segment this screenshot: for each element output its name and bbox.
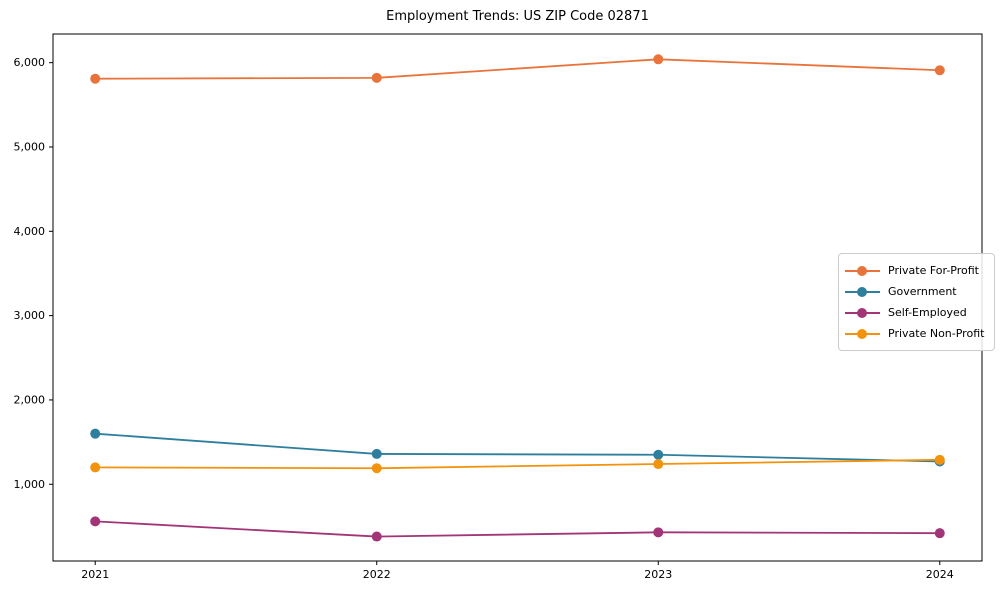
series-line-private-non-profit [95,458,940,470]
legend-marker-icon [845,286,880,297]
legend-label: Private For-Profit [888,264,979,277]
x-tick-label: 2023 [644,568,672,581]
legend-item-government: Government [845,281,984,302]
x-tick-label: 2024 [926,568,954,581]
data-point-private-non-profit [653,459,664,470]
y-tick-label: 6,000 [14,56,46,69]
data-point-private-for-profit [90,73,101,84]
x-tick-label: 2022 [363,568,391,581]
data-point-government [653,449,664,460]
data-point-private-non-profit [934,454,945,465]
y-tick-label: 3,000 [14,309,46,322]
legend-label: Private Non-Profit [888,327,985,340]
data-point-private-non-profit [371,463,382,474]
legend-item-private-for-profit: Private For-Profit [845,260,984,281]
data-point-self-employed [90,516,101,527]
chart-title: Employment Trends: US ZIP Code 02871 [386,9,649,24]
data-point-private-for-profit [934,65,945,76]
series-line-self-employed [95,520,940,538]
data-point-private-for-profit [371,72,382,83]
legend-item-private-non-profit: Private Non-Profit [845,323,984,344]
legend-marker-icon [845,265,880,276]
y-tick-label: 5,000 [14,140,46,153]
y-tick-label: 2,000 [14,393,46,406]
series-line-private-for-profit [95,58,940,80]
legend-label: Government [888,285,957,298]
data-point-self-employed [371,531,382,542]
y-tick-label: 1,000 [14,478,46,491]
y-tick-label: 4,000 [14,225,46,238]
legend-label: Self-Employed [888,306,967,319]
data-point-government [371,448,382,459]
series-line-government [95,432,940,463]
data-point-self-employed [653,527,664,538]
data-point-self-employed [934,528,945,539]
data-point-government [90,428,101,439]
legend-item-self-employed: Self-Employed [845,302,984,323]
legend-marker-icon [845,328,880,339]
data-point-private-non-profit [90,462,101,473]
legend-marker-icon [845,307,880,318]
chart-legend: Private For-Profit Government Self-Employe… [838,253,996,351]
data-point-private-for-profit [653,54,664,65]
x-tick-label: 2021 [81,568,109,581]
